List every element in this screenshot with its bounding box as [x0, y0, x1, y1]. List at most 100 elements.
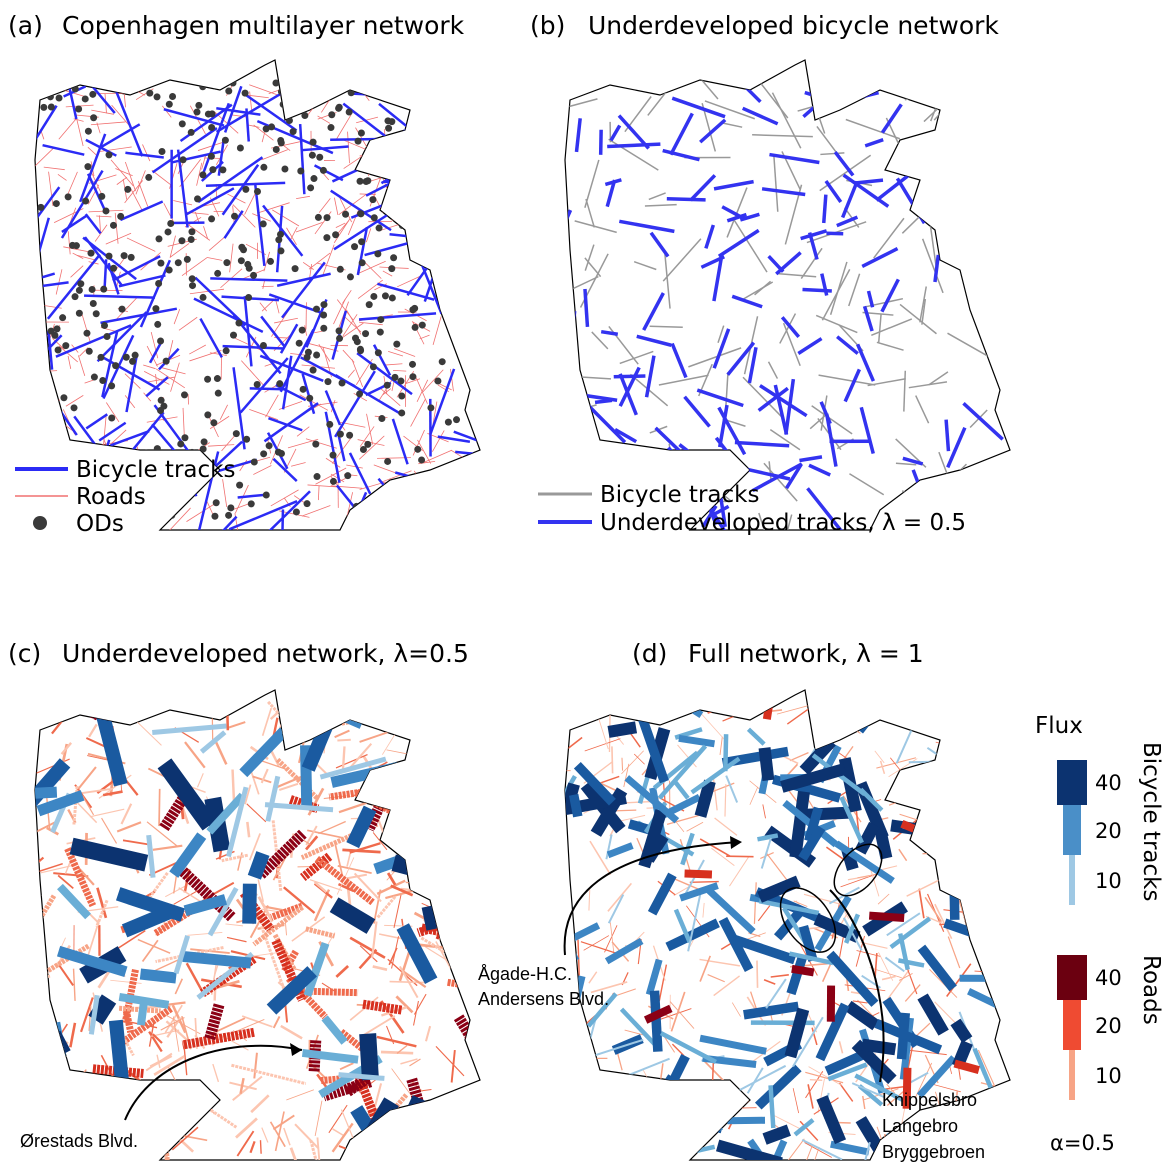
bicycle-flux [254, 854, 263, 878]
road [44, 167, 65, 170]
od-point [189, 449, 196, 456]
od-point [312, 441, 319, 448]
color-swatch [1057, 760, 1087, 805]
road-flux [958, 772, 984, 775]
underdeveloped-track [576, 118, 580, 152]
bicycle-track [548, 453, 599, 470]
od-point [181, 391, 188, 398]
road-flux [449, 1137, 468, 1151]
road-flux [428, 711, 464, 714]
road [230, 244, 233, 273]
bicycle-flux [897, 719, 917, 763]
road [414, 471, 425, 488]
od-point [292, 265, 299, 272]
od-point [320, 325, 327, 332]
bicycle-track [820, 153, 844, 155]
od-point [313, 351, 320, 358]
underdeveloped-track [700, 120, 725, 142]
road [409, 133, 410, 164]
od-point [391, 374, 398, 381]
od-point [77, 280, 84, 287]
underdeveloped-track [988, 289, 1009, 329]
bicycle-flux [921, 948, 953, 989]
bicycle-track [665, 254, 670, 308]
road-flux [974, 887, 994, 888]
bicycle-flux [898, 960, 924, 965]
road [440, 87, 469, 100]
road-flux [105, 1088, 139, 1112]
underdeveloped-track [776, 253, 800, 274]
od-point [188, 228, 195, 235]
road-flux [62, 1105, 74, 1119]
underdeveloped-track [719, 230, 759, 256]
road-flux [317, 1137, 319, 1161]
underdeveloped-track [663, 151, 700, 160]
od-point [179, 120, 186, 127]
od-point [235, 320, 242, 327]
road [379, 143, 402, 155]
road [434, 213, 449, 245]
road-flux [618, 1053, 623, 1070]
bicycle-track [375, 134, 404, 166]
od-point [87, 250, 94, 257]
colorbar-label: Roads [1138, 955, 1164, 1025]
road-flux [939, 870, 974, 886]
od-point [347, 273, 354, 280]
road-flux [596, 708, 599, 720]
od-point [260, 220, 267, 227]
od-point [370, 363, 377, 370]
bicycle-track [441, 242, 446, 272]
road-flux [392, 769, 427, 790]
road [274, 318, 298, 323]
road [448, 265, 453, 279]
road-flux [215, 740, 226, 765]
underdeveloped-track [651, 233, 668, 257]
od-point [189, 282, 196, 289]
bicycle-flux [765, 748, 769, 781]
od-point [177, 440, 184, 447]
underdeveloped-track [611, 125, 620, 140]
road-flux [145, 1092, 173, 1096]
bicycle-track [634, 262, 656, 270]
road [363, 79, 390, 87]
od-point [358, 129, 365, 136]
road [408, 122, 427, 149]
road-flux [419, 782, 426, 822]
od-point [186, 488, 193, 495]
road [303, 262, 314, 269]
od-point [412, 480, 419, 487]
road-flux [659, 965, 666, 1001]
od-point [357, 210, 364, 217]
road-flux [377, 1037, 416, 1046]
od-point [263, 125, 270, 132]
od-point [377, 316, 384, 323]
od-point [307, 184, 314, 191]
od-point [223, 259, 230, 266]
bicycle-track [575, 377, 611, 379]
road [179, 317, 197, 330]
bicycle-track [379, 479, 402, 507]
od-point [414, 446, 421, 453]
road-flux [262, 1128, 268, 1143]
road-flux [764, 980, 775, 984]
bicycle-track [454, 432, 513, 454]
colorbar-tick: 20 [1095, 1014, 1122, 1038]
od-point [371, 214, 378, 221]
road [291, 462, 305, 466]
road-flux [929, 715, 950, 734]
od-point [332, 231, 339, 238]
road [413, 127, 435, 147]
od-point [250, 272, 257, 279]
bicycle-track [928, 207, 936, 267]
od-point [384, 382, 391, 389]
od-point [91, 374, 98, 381]
od-point [181, 434, 188, 441]
bicycle-flux [325, 1018, 345, 1042]
bicycle-flux [657, 1056, 686, 1114]
od-point [225, 88, 232, 95]
road [36, 446, 55, 454]
od-point [106, 151, 113, 158]
road [190, 350, 222, 361]
road-flux [792, 969, 814, 973]
underdeveloped-track [732, 296, 762, 306]
